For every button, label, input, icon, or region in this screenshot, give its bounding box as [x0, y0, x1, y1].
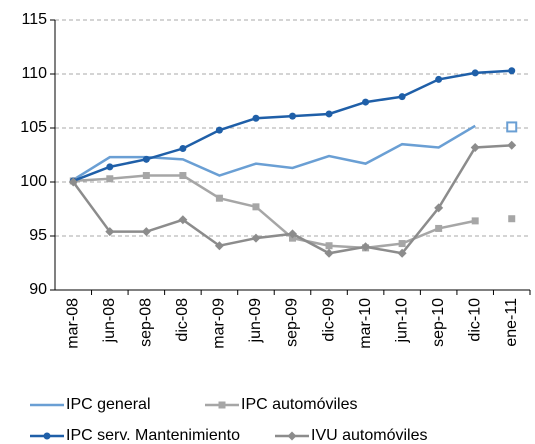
marker [215, 194, 223, 202]
x-tick-label: sep-10 [430, 298, 447, 347]
marker [289, 112, 296, 120]
marker [214, 241, 224, 251]
y-tick-label: 100 [20, 173, 47, 190]
x-tick-label: ene-11 [503, 298, 520, 347]
marker [142, 172, 150, 180]
marker [218, 401, 226, 409]
marker [252, 114, 260, 122]
marker [435, 224, 443, 232]
series-line [73, 174, 476, 250]
marker [361, 242, 371, 252]
marker [435, 75, 443, 83]
x-tick-label: mar-08 [64, 298, 81, 349]
x-tick-label: dic-10 [466, 298, 483, 342]
x-tick-label: dic-08 [174, 298, 191, 342]
marker [215, 126, 223, 134]
x-tick-label: mar-09 [211, 298, 228, 349]
marker [325, 242, 333, 250]
marker [508, 67, 516, 75]
x-tick-label: jun-09 [247, 298, 264, 344]
x-tick-label: sep-08 [138, 298, 155, 347]
marker [398, 93, 406, 101]
marker [325, 110, 333, 118]
y-tick-label: 95 [29, 227, 47, 244]
legend-label: IVU automóviles [311, 427, 428, 444]
x-tick-label: jun-08 [101, 298, 118, 344]
y-tick-label: 110 [21, 65, 47, 82]
marker [106, 163, 114, 171]
x-tick-label: sep-09 [284, 298, 301, 347]
x-tick-label: mar-10 [357, 298, 374, 349]
marker [506, 121, 518, 133]
series-line [72, 69, 512, 183]
marker [507, 140, 517, 150]
marker [287, 431, 297, 441]
marker [508, 215, 516, 223]
legend-label: IPC automóviles [241, 396, 358, 413]
marker [43, 432, 51, 440]
legend-label: IPC serv. Mantenimiento [66, 427, 240, 444]
marker [434, 203, 444, 213]
marker [105, 227, 115, 237]
marker [324, 248, 334, 258]
series-line [72, 124, 476, 181]
marker [471, 69, 479, 77]
marker [288, 229, 297, 239]
marker [68, 177, 78, 187]
y-tick-label: 90 [29, 281, 47, 298]
marker [178, 215, 188, 225]
x-tick-label: jun-10 [393, 298, 410, 344]
x-tick-label: dic-09 [320, 298, 337, 342]
marker [179, 172, 187, 180]
marker [251, 233, 261, 243]
marker [397, 248, 407, 258]
marker [362, 98, 370, 106]
marker [471, 217, 479, 225]
marker [141, 227, 151, 237]
marker [142, 155, 150, 163]
marker [252, 203, 260, 211]
marker [470, 142, 480, 152]
legend-label: IPC general [66, 396, 151, 413]
y-tick-label: 105 [20, 119, 47, 136]
y-tick-label: 115 [21, 11, 47, 28]
marker [179, 145, 187, 153]
marker [106, 175, 114, 183]
marker [398, 240, 406, 248]
